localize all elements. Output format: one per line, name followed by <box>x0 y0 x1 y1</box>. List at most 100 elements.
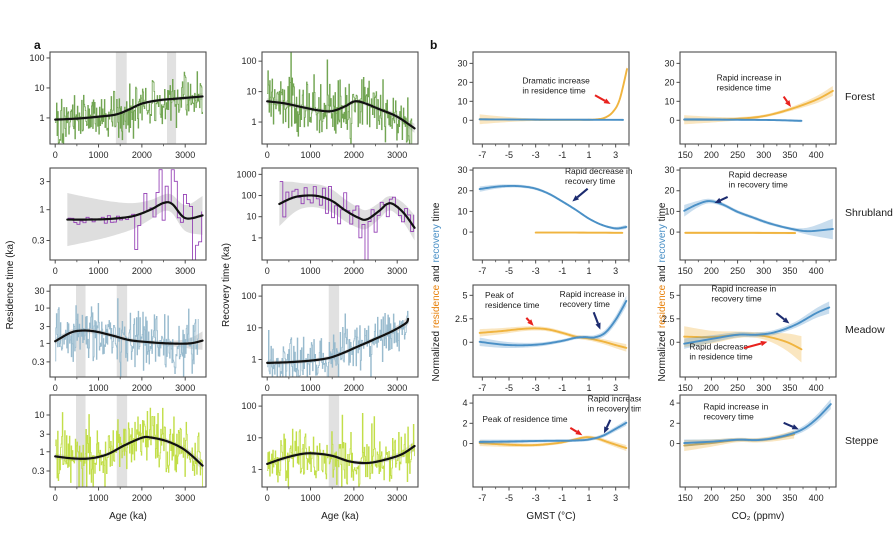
svg-text:400: 400 <box>809 266 824 276</box>
chart-b-steppe-co2: Rapid increase in recovery time 150 200 250 3… <box>636 391 848 542</box>
svg-text:400: 400 <box>809 150 824 160</box>
svg-text:300: 300 <box>756 493 771 503</box>
svg-text:3: 3 <box>613 150 618 160</box>
chart-a-steppe-recovery: 0 1000 2000 3000 1 10 100 Age (ka) <box>218 391 430 542</box>
svg-text:20: 20 <box>664 186 674 196</box>
svg-text:-3: -3 <box>532 266 540 276</box>
svg-text:3000: 3000 <box>175 150 195 160</box>
svg-text:2000: 2000 <box>344 266 364 276</box>
svg-text:0: 0 <box>462 115 467 125</box>
svg-text:250: 250 <box>730 493 745 503</box>
svg-text:10: 10 <box>34 410 44 420</box>
svg-text:1: 1 <box>586 150 591 160</box>
svg-text:-5: -5 <box>505 150 513 160</box>
svg-text:200: 200 <box>704 266 719 276</box>
svg-text:4: 4 <box>462 398 467 408</box>
svg-text:Age (ka): Age (ka) <box>321 511 359 522</box>
chart-b-shrubland-co2: Rapid decrease in recovery time 150 200 250 3… <box>636 164 848 286</box>
chart-a-steppe-residence: 0 1000 2000 3000 0.3 1 3 10 Age (ka) <box>6 391 218 542</box>
svg-text:350: 350 <box>782 383 797 393</box>
svg-text:2: 2 <box>462 418 467 428</box>
svg-text:200: 200 <box>704 150 719 160</box>
svg-text:20: 20 <box>457 77 467 87</box>
svg-text:Peak of residence time: Peak of residence time <box>482 414 568 424</box>
svg-text:-7: -7 <box>478 383 486 393</box>
svg-text:30: 30 <box>457 165 467 175</box>
svg-text:1000: 1000 <box>89 150 109 160</box>
svg-text:1000: 1000 <box>301 383 321 393</box>
svg-text:-5: -5 <box>505 266 513 276</box>
svg-text:3: 3 <box>39 177 44 187</box>
svg-text:1: 1 <box>251 233 256 243</box>
svg-text:-1: -1 <box>558 266 566 276</box>
svg-text:2.5: 2.5 <box>455 314 468 324</box>
svg-text:300: 300 <box>756 150 771 160</box>
svg-text:0: 0 <box>265 150 270 160</box>
panel-a-label: a <box>34 38 41 52</box>
svg-text:-5: -5 <box>505 493 513 503</box>
svg-text:-1: -1 <box>558 383 566 393</box>
svg-text:2000: 2000 <box>132 493 152 503</box>
svg-text:0: 0 <box>669 439 674 449</box>
svg-text:2: 2 <box>669 418 674 428</box>
svg-text:0: 0 <box>265 493 270 503</box>
svg-text:0: 0 <box>53 383 58 393</box>
row-label-steppe: Steppe <box>845 435 879 447</box>
svg-text:CO₂ (ppmv): CO₂ (ppmv) <box>732 511 785 522</box>
svg-text:200: 200 <box>704 383 719 393</box>
svg-text:2000: 2000 <box>344 493 364 503</box>
svg-text:3: 3 <box>613 266 618 276</box>
svg-text:10: 10 <box>246 87 256 97</box>
svg-text:1000: 1000 <box>301 150 321 160</box>
svg-text:1000: 1000 <box>301 493 321 503</box>
svg-text:GMST (°C): GMST (°C) <box>526 511 575 522</box>
svg-text:20: 20 <box>457 186 467 196</box>
svg-text:3: 3 <box>613 383 618 393</box>
svg-text:10: 10 <box>246 323 256 333</box>
svg-text:3000: 3000 <box>387 383 407 393</box>
svg-text:-3: -3 <box>532 493 540 503</box>
svg-text:3000: 3000 <box>175 383 195 393</box>
row-label-shrubland: Shrubland <box>845 207 893 219</box>
svg-text:1: 1 <box>39 113 44 123</box>
svg-text:-7: -7 <box>478 150 486 160</box>
svg-text:0: 0 <box>462 227 467 237</box>
svg-text:150: 150 <box>678 493 693 503</box>
svg-text:1: 1 <box>251 464 256 474</box>
svg-text:10: 10 <box>457 96 467 106</box>
svg-text:250: 250 <box>730 150 745 160</box>
svg-text:150: 150 <box>678 383 693 393</box>
chart-b-meadow-gmst: Peak of residence time Rapid increase in re… <box>429 281 641 403</box>
svg-text:0.3: 0.3 <box>32 466 45 476</box>
svg-text:300: 300 <box>756 266 771 276</box>
svg-text:-5: -5 <box>505 383 513 393</box>
chart-b-shrubland-gmst: Rapid decrease in recovery time -7 -5 -3 -1 1 3… <box>429 164 641 286</box>
svg-text:400: 400 <box>809 493 824 503</box>
chart-a-meadow-recovery: 0 1000 2000 3000 1 10 100 <box>218 281 430 403</box>
svg-text:0: 0 <box>265 383 270 393</box>
svg-text:20: 20 <box>664 77 674 87</box>
svg-text:2000: 2000 <box>132 150 152 160</box>
svg-text:3: 3 <box>613 493 618 503</box>
svg-text:3: 3 <box>39 429 44 439</box>
svg-text:0: 0 <box>265 266 270 276</box>
svg-text:1: 1 <box>39 205 44 215</box>
svg-text:1: 1 <box>586 266 591 276</box>
svg-text:2000: 2000 <box>344 150 364 160</box>
svg-text:0: 0 <box>53 266 58 276</box>
svg-text:10: 10 <box>246 212 256 222</box>
svg-text:100: 100 <box>241 401 256 411</box>
svg-text:30: 30 <box>664 165 674 175</box>
svg-text:250: 250 <box>730 266 745 276</box>
chart-a-forest-residence: 0 1000 2000 3000 1 10 100 <box>6 48 218 170</box>
svg-text:10: 10 <box>34 83 44 93</box>
svg-text:100: 100 <box>241 56 256 66</box>
chart-a-forest-recovery: 0 1000 2000 3000 1 10 100 <box>218 48 430 170</box>
